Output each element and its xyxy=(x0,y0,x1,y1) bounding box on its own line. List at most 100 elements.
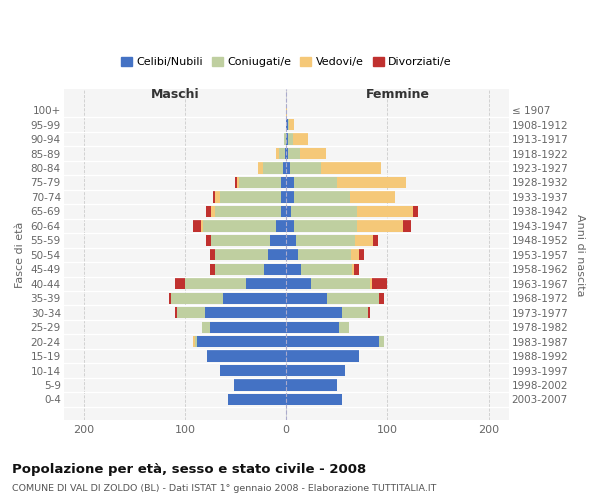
Bar xyxy=(337,177,406,188)
Bar xyxy=(294,192,350,202)
Bar xyxy=(286,322,339,333)
Y-axis label: Fasce di età: Fasce di età xyxy=(15,222,25,288)
Bar xyxy=(211,322,286,333)
Bar xyxy=(288,148,301,159)
Bar xyxy=(220,192,281,202)
Bar xyxy=(296,234,355,246)
Bar xyxy=(215,264,264,275)
Bar xyxy=(351,249,359,260)
Bar xyxy=(239,177,281,188)
Bar xyxy=(342,307,368,318)
Bar xyxy=(263,162,283,173)
Bar xyxy=(286,380,337,390)
Bar xyxy=(193,220,201,232)
Bar xyxy=(215,192,220,202)
Bar xyxy=(281,177,286,188)
Bar xyxy=(350,192,395,202)
Bar xyxy=(286,292,326,304)
Bar xyxy=(301,148,326,159)
Bar xyxy=(286,206,291,217)
Bar xyxy=(223,292,286,304)
Bar xyxy=(286,104,287,116)
Bar xyxy=(286,162,290,173)
Bar xyxy=(370,278,372,289)
Bar xyxy=(354,264,359,275)
Bar xyxy=(279,148,285,159)
Bar xyxy=(201,220,203,232)
Bar xyxy=(276,220,286,232)
Bar xyxy=(285,148,286,159)
Bar xyxy=(246,278,286,289)
Text: Maschi: Maschi xyxy=(151,88,199,101)
Bar xyxy=(368,307,370,318)
Bar xyxy=(227,394,286,405)
Bar xyxy=(215,249,268,260)
Bar xyxy=(284,134,286,144)
Bar xyxy=(175,307,177,318)
Bar xyxy=(326,292,379,304)
Bar xyxy=(320,162,382,173)
Bar xyxy=(301,264,352,275)
Bar xyxy=(359,249,364,260)
Bar xyxy=(352,264,354,275)
Bar xyxy=(286,365,345,376)
Bar xyxy=(286,192,294,202)
Bar xyxy=(290,162,320,173)
Bar xyxy=(293,134,308,144)
Bar xyxy=(286,307,342,318)
Bar xyxy=(286,177,294,188)
Bar xyxy=(294,177,337,188)
Bar xyxy=(268,249,286,260)
Bar xyxy=(286,264,301,275)
Bar xyxy=(286,134,288,144)
Bar xyxy=(171,292,223,304)
Bar xyxy=(286,336,379,347)
Text: Popolazione per età, sesso e stato civile - 2008: Popolazione per età, sesso e stato civil… xyxy=(12,462,366,475)
Bar xyxy=(235,177,236,188)
Bar xyxy=(207,350,286,362)
Bar xyxy=(286,350,359,362)
Bar xyxy=(357,220,403,232)
Bar xyxy=(372,278,388,289)
Bar xyxy=(177,307,205,318)
Bar xyxy=(281,206,286,217)
Bar xyxy=(211,206,215,217)
Bar xyxy=(286,148,288,159)
Bar xyxy=(298,249,351,260)
Bar xyxy=(258,162,263,173)
Bar xyxy=(294,220,357,232)
Bar xyxy=(270,234,286,246)
Bar xyxy=(291,206,357,217)
Bar xyxy=(214,192,215,202)
Bar xyxy=(357,206,413,217)
Bar xyxy=(211,249,215,260)
Bar xyxy=(289,119,294,130)
Bar xyxy=(236,177,239,188)
Bar xyxy=(185,278,246,289)
Bar xyxy=(175,278,185,289)
Bar xyxy=(286,249,298,260)
Bar xyxy=(286,278,311,289)
Legend: Celibi/Nubili, Coniugati/e, Vedovi/e, Divorziati/e: Celibi/Nubili, Coniugati/e, Vedovi/e, Di… xyxy=(116,52,456,72)
Bar xyxy=(355,234,373,246)
Bar xyxy=(195,336,197,347)
Bar xyxy=(205,307,286,318)
Bar xyxy=(203,220,276,232)
Bar xyxy=(281,192,286,202)
Bar xyxy=(339,322,349,333)
Bar xyxy=(169,292,171,304)
Bar xyxy=(286,394,342,405)
Bar xyxy=(211,234,270,246)
Y-axis label: Anni di nascita: Anni di nascita xyxy=(575,214,585,296)
Bar xyxy=(202,322,211,333)
Bar xyxy=(276,148,279,159)
Bar xyxy=(403,220,410,232)
Bar xyxy=(211,264,215,275)
Bar xyxy=(288,134,293,144)
Bar xyxy=(233,380,286,390)
Bar xyxy=(379,336,385,347)
Bar xyxy=(288,119,289,130)
Bar xyxy=(311,278,370,289)
Bar xyxy=(193,336,195,347)
Bar xyxy=(413,206,418,217)
